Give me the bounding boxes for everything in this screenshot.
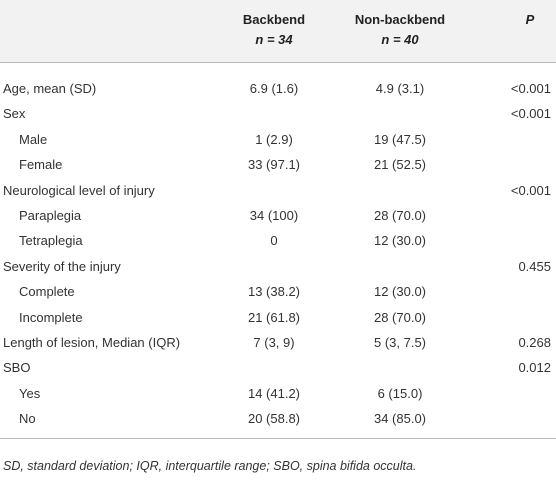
row-label: Female: [19, 157, 63, 173]
p-value: 0.012: [518, 360, 551, 376]
row-label: Severity of the injury: [3, 258, 121, 274]
row-label: Neurological level of injury: [3, 182, 155, 198]
cell: 21 (52.5): [373, 157, 427, 173]
cell: 4.9 (3.1): [375, 81, 425, 96]
cell: 28 (70.0): [373, 208, 427, 223]
row-label: Age, mean (SD): [3, 81, 97, 96]
footnote: SD, standard deviation; IQR, interquarti…: [3, 459, 417, 473]
bottom-rule: [0, 438, 556, 439]
col-title: P: [525, 12, 535, 27]
row-label: Male: [19, 131, 48, 147]
cell: 7 (3, 9): [253, 335, 295, 350]
cell: 12 (30.0): [373, 284, 427, 300]
row-label: Paraplegia: [19, 208, 82, 223]
row-label: Yes: [19, 385, 41, 401]
p-value: 0.268: [518, 335, 551, 350]
cell: 19 (47.5): [373, 131, 427, 147]
cell: 14 (41.2): [247, 385, 301, 401]
cell: 6.9 (1.6): [249, 81, 299, 96]
col-n: n = 34: [255, 32, 293, 47]
p-value: <0.001: [510, 106, 551, 122]
col-title: Backbend: [242, 12, 306, 27]
p-value: 0.455: [518, 258, 551, 274]
cell: 13 (38.2): [247, 284, 301, 300]
cell: 34 (85.0): [373, 411, 427, 427]
row-label: Complete: [19, 284, 75, 300]
cell: 28 (70.0): [373, 309, 427, 325]
row-label: Length of lesion, Median (IQR): [3, 335, 181, 350]
cell: 0: [270, 233, 278, 249]
row-label: Sex: [3, 106, 26, 122]
cell: 21 (61.8): [247, 309, 301, 325]
row-label: Tetraplegia: [19, 233, 83, 249]
header-band: [0, 0, 556, 63]
cell: 5 (3, 7.5): [373, 335, 427, 350]
cell: 33 (97.1): [247, 157, 301, 173]
row-label: No: [19, 411, 36, 427]
col-title: Non-backbend: [354, 12, 446, 27]
cell: 6 (15.0): [377, 385, 423, 401]
p-value: <0.001: [510, 81, 551, 96]
col-n: n = 40: [381, 32, 419, 47]
row-label: SBO: [3, 360, 31, 376]
p-value: <0.001: [510, 182, 551, 198]
cell: 20 (58.8): [247, 411, 301, 427]
cell: 12 (30.0): [373, 233, 427, 249]
row-label: Incomplete: [19, 309, 83, 325]
cell: 34 (100): [249, 208, 299, 223]
cell: 1 (2.9): [255, 131, 293, 147]
